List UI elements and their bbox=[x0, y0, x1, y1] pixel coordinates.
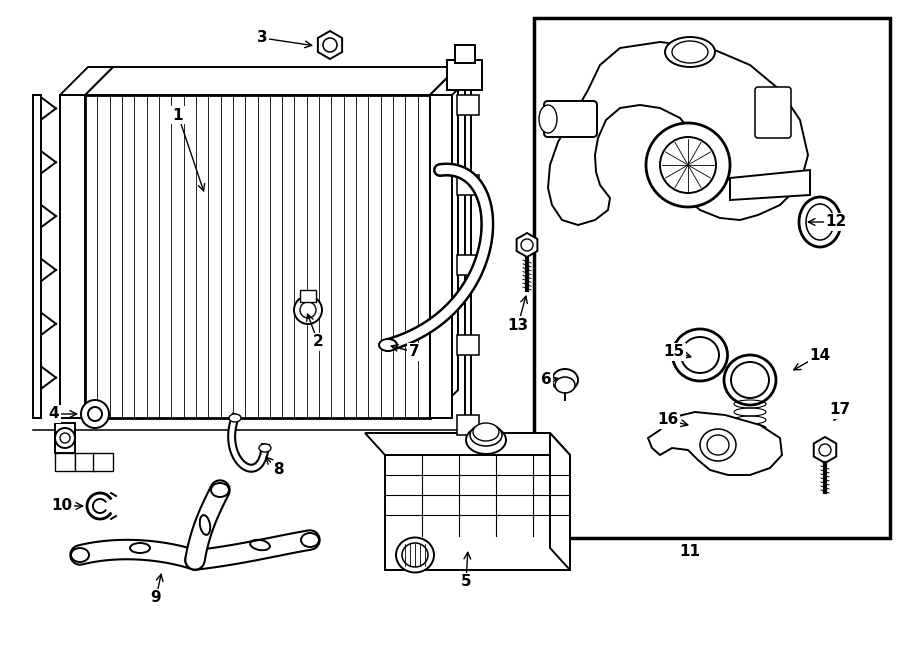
Ellipse shape bbox=[473, 423, 499, 441]
Text: 14: 14 bbox=[809, 348, 831, 362]
Ellipse shape bbox=[665, 37, 715, 67]
Bar bbox=[447, 60, 482, 90]
Ellipse shape bbox=[707, 435, 729, 455]
Ellipse shape bbox=[539, 105, 557, 133]
Ellipse shape bbox=[301, 533, 319, 547]
Circle shape bbox=[819, 444, 831, 456]
Polygon shape bbox=[430, 67, 458, 418]
Ellipse shape bbox=[466, 426, 506, 454]
Circle shape bbox=[660, 137, 716, 193]
Polygon shape bbox=[55, 423, 75, 453]
Ellipse shape bbox=[470, 424, 502, 446]
Circle shape bbox=[55, 428, 75, 448]
Ellipse shape bbox=[672, 329, 727, 381]
FancyBboxPatch shape bbox=[544, 101, 597, 137]
Bar bbox=[534, 18, 890, 538]
Polygon shape bbox=[517, 233, 537, 257]
Ellipse shape bbox=[700, 429, 736, 461]
Text: 4: 4 bbox=[49, 407, 59, 422]
Ellipse shape bbox=[379, 339, 397, 351]
Ellipse shape bbox=[552, 369, 578, 391]
Circle shape bbox=[294, 296, 322, 324]
Polygon shape bbox=[430, 67, 480, 95]
Ellipse shape bbox=[724, 355, 776, 405]
Circle shape bbox=[88, 407, 102, 421]
Polygon shape bbox=[365, 433, 570, 455]
Circle shape bbox=[300, 302, 316, 318]
Polygon shape bbox=[60, 67, 113, 95]
Ellipse shape bbox=[211, 483, 229, 497]
Circle shape bbox=[646, 123, 730, 207]
Polygon shape bbox=[60, 95, 85, 418]
Ellipse shape bbox=[555, 377, 575, 393]
Text: 5: 5 bbox=[461, 574, 472, 590]
Text: 10: 10 bbox=[51, 498, 73, 514]
Polygon shape bbox=[814, 437, 836, 463]
Bar bbox=[457, 95, 479, 115]
Bar bbox=[455, 45, 475, 63]
Ellipse shape bbox=[806, 204, 834, 240]
Circle shape bbox=[521, 239, 533, 251]
Ellipse shape bbox=[71, 548, 89, 562]
Text: 12: 12 bbox=[825, 215, 847, 229]
Ellipse shape bbox=[396, 537, 434, 572]
Circle shape bbox=[60, 433, 70, 443]
Text: 7: 7 bbox=[409, 344, 419, 360]
Polygon shape bbox=[385, 455, 570, 570]
Text: 9: 9 bbox=[150, 590, 161, 605]
Circle shape bbox=[81, 400, 109, 428]
Polygon shape bbox=[318, 31, 342, 59]
Text: 15: 15 bbox=[663, 344, 685, 360]
Text: 3: 3 bbox=[256, 30, 267, 46]
Circle shape bbox=[323, 38, 337, 52]
Text: 16: 16 bbox=[657, 412, 679, 428]
Bar bbox=[300, 290, 316, 302]
Text: 6: 6 bbox=[541, 373, 552, 387]
Text: 8: 8 bbox=[273, 463, 284, 477]
Ellipse shape bbox=[229, 414, 241, 422]
Bar bbox=[33, 95, 41, 418]
Bar bbox=[75, 453, 95, 471]
Bar bbox=[457, 255, 479, 275]
Ellipse shape bbox=[402, 543, 428, 567]
Ellipse shape bbox=[259, 444, 271, 452]
Bar bbox=[55, 453, 75, 471]
Ellipse shape bbox=[672, 41, 708, 63]
Polygon shape bbox=[648, 412, 782, 475]
Polygon shape bbox=[550, 433, 570, 570]
Text: 1: 1 bbox=[173, 108, 184, 122]
Ellipse shape bbox=[799, 197, 841, 247]
Bar bbox=[93, 453, 113, 471]
Polygon shape bbox=[730, 170, 810, 200]
Ellipse shape bbox=[681, 337, 719, 373]
Polygon shape bbox=[548, 42, 808, 225]
Text: 2: 2 bbox=[312, 334, 323, 350]
Bar bbox=[457, 175, 479, 195]
Polygon shape bbox=[85, 67, 458, 95]
Polygon shape bbox=[430, 95, 452, 418]
FancyBboxPatch shape bbox=[755, 87, 791, 138]
Text: 17: 17 bbox=[830, 403, 850, 418]
Text: 11: 11 bbox=[680, 545, 700, 559]
Ellipse shape bbox=[731, 362, 769, 398]
Bar bbox=[457, 415, 479, 435]
Text: 13: 13 bbox=[508, 317, 528, 332]
Bar bbox=[457, 335, 479, 355]
